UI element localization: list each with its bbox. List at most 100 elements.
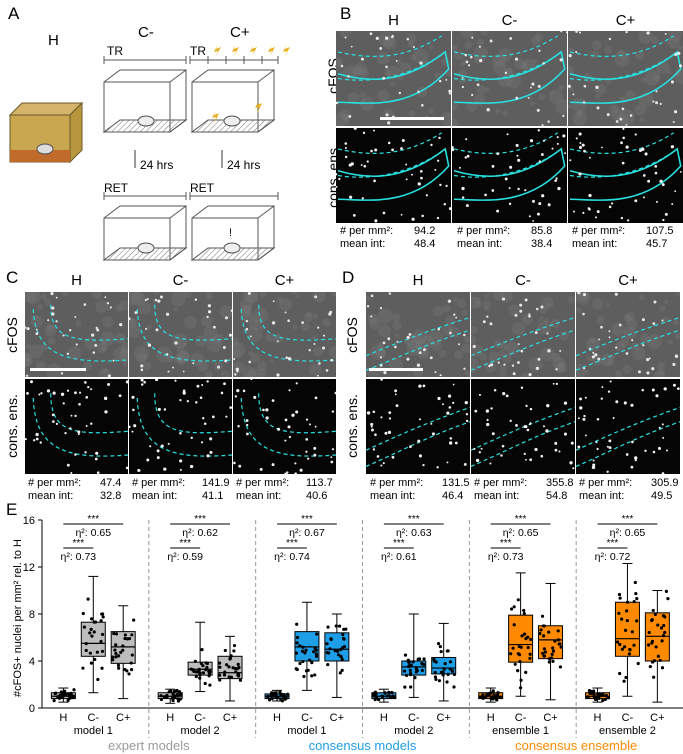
- panel-label-e: E: [6, 500, 18, 519]
- b-cons-image-1: [452, 128, 567, 223]
- b-cp-density-label: # per mm²:: [572, 225, 626, 237]
- panel-label-c: C: [6, 268, 19, 287]
- b-cfos-image-0: [336, 31, 451, 126]
- delay-label-cminus: 24 hrs: [140, 158, 174, 172]
- e-family-2: consensus ensemble: [515, 738, 637, 753]
- e-box-3-2: [431, 622, 457, 702]
- d-col-h: H: [412, 272, 424, 289]
- e-xtick-2-2: C+: [330, 712, 344, 724]
- b-col-cplus: C+: [615, 12, 636, 29]
- b-col-cminus: C-: [501, 12, 518, 29]
- panel-a: H C- C+ TR TR RET RET 24 hrs 24 hrs: [0, 0, 330, 265]
- panel-label-b: B: [340, 4, 352, 23]
- d-cfos-image-2: [576, 292, 680, 377]
- e-group-name-1: model 2: [181, 725, 220, 737]
- c-cm-density: 141.9: [202, 477, 230, 489]
- c-cp-intensity: 40.6: [306, 490, 328, 502]
- e-xtick-1-2: C+: [223, 712, 237, 724]
- e-group-name-4: ensemble 1: [492, 725, 549, 737]
- e-sig-bottom-3: ***: [393, 538, 405, 549]
- b-cp-density: 107.5: [646, 225, 674, 237]
- e-xtick-5-0: H: [594, 712, 602, 724]
- e-box-5-1: [614, 562, 640, 697]
- training-label-cminus: TR: [107, 44, 123, 58]
- e-xtick-4-1: C-: [515, 712, 527, 724]
- e-box-4-1: [508, 572, 534, 697]
- c-row-cfos: cFOS: [4, 317, 20, 353]
- b-h-intensity: 48.4: [414, 238, 436, 250]
- d-stats-cplus: # per mm²: 305.9 mean int: 49.5: [579, 477, 679, 503]
- b-col-h: H: [388, 12, 399, 29]
- d-cp-intensity-label: mean int:: [579, 490, 625, 502]
- e-sig-bottom-5: ***: [607, 538, 619, 549]
- e-group-name-2: model 1: [287, 725, 326, 737]
- e-box-1-0: [157, 688, 183, 704]
- e-sig-top-5: ***: [622, 514, 634, 525]
- b-cm-density-label: # per mm²:: [457, 225, 511, 237]
- cminus-label: C-: [138, 24, 154, 41]
- d-cons-image-0: [366, 379, 470, 474]
- c-stats-cminus: # per mm²: 141.9 mean int: 41.1: [132, 477, 230, 503]
- training-label-cplus: TR: [190, 44, 206, 58]
- e-box-4-0: [478, 687, 504, 703]
- b-cm-density: 85.8: [531, 225, 553, 237]
- c-stats-h: # per mm²: 47.4 mean int: 32.8: [28, 477, 121, 503]
- e-xtick-3-0: H: [380, 712, 388, 724]
- e-eta-bottom-5: η²: 0.72: [595, 551, 631, 563]
- d-cm-intensity-label: mean int:: [474, 490, 520, 502]
- c-cons-image-0: [25, 379, 128, 474]
- e-xtick-3-1: C-: [408, 712, 420, 724]
- e-sig-bottom-4: ***: [500, 538, 512, 549]
- d-h-density-label: # per mm²:: [370, 477, 424, 489]
- c-cm-density-label: # per mm²:: [132, 477, 186, 489]
- e-xtick-5-2: C+: [650, 712, 664, 724]
- d-col-cminus: C-: [515, 272, 531, 289]
- e-eta-top-3: η²: 0.63: [396, 527, 432, 539]
- e-box-1-1: [187, 621, 213, 693]
- c-cons-image-2: [233, 379, 336, 474]
- e-group-name-3: model 2: [394, 725, 433, 737]
- d-h-intensity: 46.4: [442, 490, 464, 502]
- e-box-0-2: [110, 605, 136, 700]
- shock-icons: [214, 44, 290, 56]
- e-xtick-0-0: H: [59, 712, 67, 724]
- e-xtick-1-1: C-: [194, 712, 206, 724]
- e-ytick-label-4: 16: [23, 515, 35, 527]
- b-cfos-image-2: [568, 31, 683, 126]
- e-group-name-5: ensemble 2: [599, 725, 656, 737]
- e-xtick-0-1: C-: [87, 712, 99, 724]
- c-cfos-image-2: [233, 292, 336, 377]
- e-eta-bottom-3: η²: 0.61: [381, 551, 417, 563]
- e-sig-top-1: ***: [194, 514, 206, 525]
- c-cfos-image-0: [25, 292, 128, 377]
- d-col-cplus: C+: [618, 272, 638, 289]
- d-stats-h: # per mm²: 131.5 mean int: 46.4: [370, 477, 470, 503]
- c-cp-intensity-label: mean int:: [236, 490, 282, 502]
- c-col-cplus: C+: [274, 272, 295, 289]
- d-row-cfos: cFOS: [344, 317, 360, 353]
- b-stats-h: # per mm²: 94.2 mean int: 48.4: [340, 225, 435, 251]
- b-cp-intensity-label: mean int:: [572, 238, 618, 250]
- e-sig-top-3: ***: [408, 514, 420, 525]
- b-cm-intensity-label: mean int:: [457, 238, 503, 250]
- e-xtick-2-0: H: [273, 712, 281, 724]
- d-h-intensity-label: mean int:: [370, 490, 416, 502]
- c-cm-intensity: 41.1: [202, 490, 224, 502]
- b-h-intensity-label: mean int:: [340, 238, 386, 250]
- e-ytick-label-2: 8: [29, 609, 35, 621]
- e-eta-top-4: η²: 0.65: [503, 527, 539, 539]
- conditioning-cages: [102, 69, 276, 261]
- d-stats-cminus: # per mm²: 355.8 mean int: 54.8: [474, 477, 574, 503]
- retrieval-label-cplus: RET: [190, 181, 214, 195]
- d-cons-image-2: [576, 379, 680, 474]
- e-box-4-2: [538, 582, 564, 701]
- c-h-density-label: # per mm²:: [28, 477, 82, 489]
- e-box-3-0: [371, 688, 397, 703]
- d-cp-density-label: # per mm²:: [579, 477, 633, 489]
- e-box-0-1: [80, 575, 106, 694]
- b-cons-image-0: [336, 128, 451, 223]
- c-cp-density: 113.7: [306, 477, 333, 489]
